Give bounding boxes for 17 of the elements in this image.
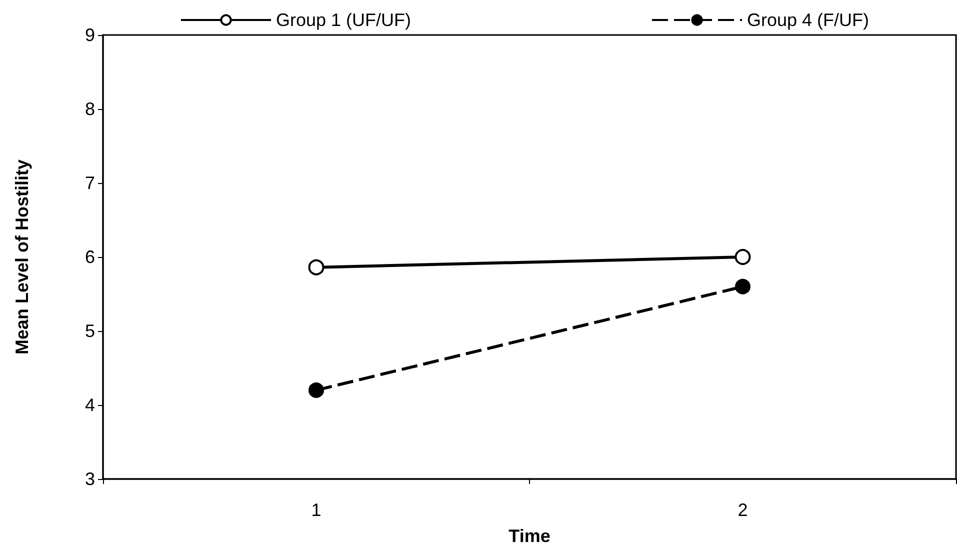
y-axis-title: Mean Level of Hostility — [12, 159, 32, 355]
x-axis-title: Time — [508, 526, 550, 546]
y-tick-label: 9 — [84, 25, 95, 45]
y-tick-label: 5 — [84, 321, 95, 341]
y-tick-label: 8 — [84, 99, 95, 119]
point — [308, 382, 324, 398]
legend-label: Group 4 (F/UF) — [747, 10, 870, 30]
y-tick-label: 7 — [84, 173, 95, 193]
point — [734, 249, 751, 265]
legend-label: Group 1 (UF/UF) — [276, 10, 412, 30]
point — [735, 278, 750, 294]
point — [308, 259, 324, 276]
y-tick-label: 4 — [84, 395, 95, 415]
y-tick-label: 6 — [84, 247, 95, 267]
x-tick-label: 2 — [738, 500, 748, 520]
x-tick-label: 1 — [311, 500, 322, 520]
y-tick-label: 3 — [84, 469, 95, 489]
